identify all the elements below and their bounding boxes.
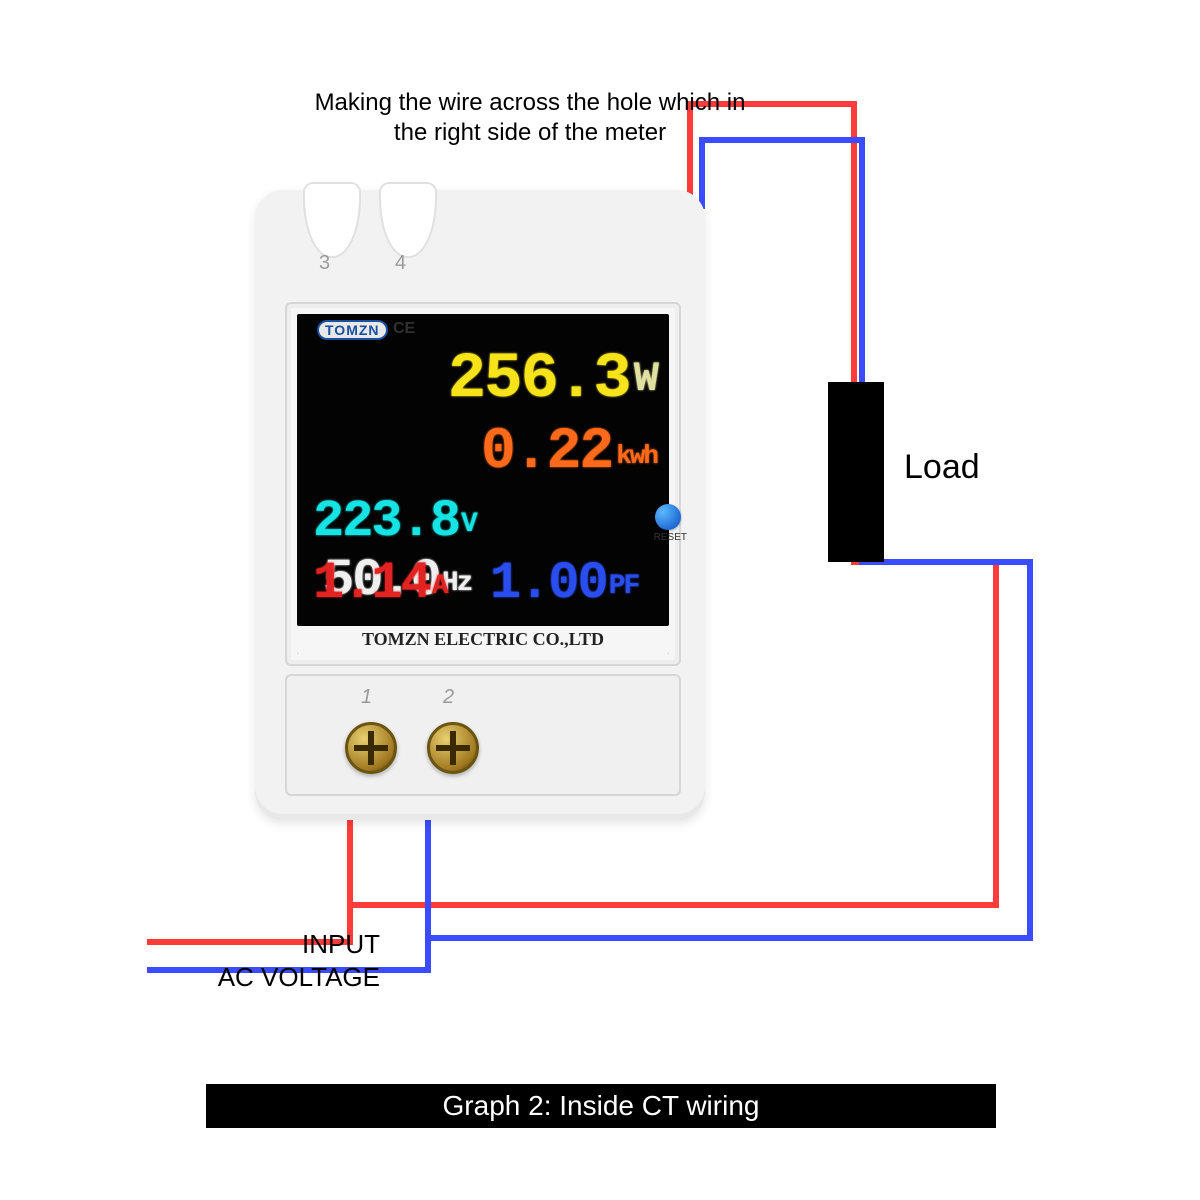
- top-notch-4: [379, 182, 437, 258]
- terminal-label-1: 1: [361, 686, 372, 709]
- input-line1: INPUT: [302, 929, 380, 959]
- terminal-screw-1[interactable]: [345, 722, 397, 774]
- brand-text: TOMZN ELECTRIC CO.,LTD: [297, 629, 669, 650]
- watts-row: 256.3W: [313, 344, 657, 416]
- load-label: Load: [904, 448, 980, 487]
- watts-unit: W: [634, 355, 657, 403]
- lcd-display: TOMZN CE 256.3W 0.22kwh 223.8V 50.0Hz 1.…: [297, 314, 669, 654]
- voltage-unit: V: [461, 509, 476, 540]
- power-meter: 3 4 TOMZN CE 256.3W 0.22kwh 223.8V 50.0H…: [255, 190, 705, 820]
- display-frame: TOMZN CE 256.3W 0.22kwh 223.8V 50.0Hz 1.…: [285, 302, 681, 666]
- energy-unit: kwh: [616, 441, 657, 471]
- caption-bar: Graph 2: Inside CT wiring: [206, 1084, 996, 1128]
- top-notch-3: [303, 182, 361, 258]
- load-block: [828, 382, 884, 562]
- ce-mark: CE: [393, 320, 415, 338]
- input-label: INPUT AC VOLTAGE: [170, 928, 380, 993]
- current-unit: A: [432, 571, 447, 602]
- reset-button[interactable]: [655, 504, 681, 530]
- energy-row: 0.22kwh: [313, 420, 657, 485]
- voltage-value: 223.8: [313, 492, 459, 551]
- input-line2: AC VOLTAGE: [218, 962, 380, 992]
- notch-label-4: 4: [395, 252, 406, 275]
- notch-label-3: 3: [319, 252, 330, 275]
- pf-unit: PF: [609, 571, 639, 602]
- pf-value: 1.00: [490, 554, 607, 613]
- current-value: 1.14: [313, 554, 430, 613]
- watts-value: 256.3: [448, 344, 630, 416]
- terminal-block: 1 2: [285, 674, 681, 796]
- instruction-text: Making the wire across the hole which in…: [300, 88, 760, 148]
- amp-pf-row: 1.14A 1.00PF: [313, 554, 657, 613]
- brand-badge: TOMZN: [317, 320, 388, 340]
- terminal-label-2: 2: [443, 686, 454, 709]
- energy-value: 0.22: [481, 420, 612, 485]
- reset-label: RESET: [654, 532, 687, 543]
- terminal-screw-2[interactable]: [427, 722, 479, 774]
